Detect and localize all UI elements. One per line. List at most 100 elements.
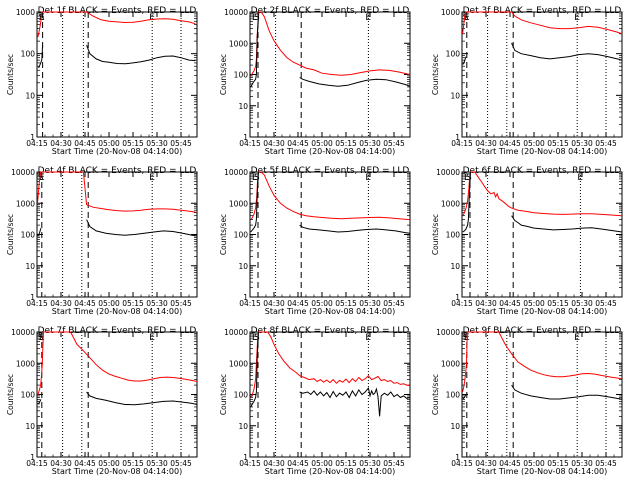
y-tick-label: 1000 — [441, 8, 460, 17]
x-tick-label: 05:30 — [359, 459, 381, 468]
x-tick-label: 05:45 — [595, 299, 617, 308]
x-tick-label: 05:45 — [170, 459, 192, 468]
y-tick-label: 10 — [450, 262, 460, 271]
lld-series-line — [462, 11, 622, 35]
plot-frame — [249, 171, 411, 298]
x-tick-label: 04:30 — [263, 139, 285, 148]
marker-label-e: E — [574, 333, 580, 343]
panel-title: Det 5f BLACK = Events, RED = LLD — [251, 166, 410, 176]
detector-panel: Det 3f BLACK = Events, RED = LLD 1 10 100 10… — [431, 6, 623, 156]
marker-label-e: E — [149, 333, 155, 343]
plot-frame — [461, 331, 623, 458]
marker-label-e: E — [39, 13, 45, 23]
x-tick-label: 05:30 — [571, 299, 593, 308]
y-tick-label: 1 — [243, 453, 248, 462]
x-tick-label: 04:15 — [451, 139, 473, 148]
marker-label-s: S — [38, 173, 44, 183]
panel-title: Det 1f BLACK = Events, RED = LLD — [38, 6, 197, 16]
y-tick-label: 100 — [234, 231, 249, 240]
x-tick-label: 05:45 — [595, 139, 617, 148]
plot-frame — [36, 11, 198, 138]
events-series-line — [37, 391, 197, 406]
x-tick-label: 05:30 — [359, 139, 381, 148]
x-tick-label: 04:45 — [287, 299, 309, 308]
y-axis-label: Counts/sec — [431, 374, 440, 415]
x-tick-label: 05:45 — [170, 139, 192, 148]
y-tick-label: 10 — [25, 422, 35, 431]
marker-label-e: E — [39, 333, 45, 343]
x-axis-label: Start Time (20-Nov-08 04:14:00) — [477, 307, 607, 316]
lld-series-line — [250, 171, 410, 221]
x-tick-label: 05:00 — [311, 459, 333, 468]
y-tick-label: 10 — [25, 91, 35, 100]
x-tick-label: 05:00 — [98, 139, 120, 148]
x-axis-label: Start Time (20-Nov-08 04:14:00) — [265, 147, 395, 156]
y-axis-label: Counts/sec — [219, 214, 228, 255]
x-tick-label: 05:15 — [335, 299, 357, 308]
x-tick-label: 04:30 — [263, 459, 285, 468]
x-tick-label: 05:45 — [383, 299, 405, 308]
detector-panel: Det 7f BLACK = Events, RED = LLD 1 10 100 10… — [6, 326, 198, 476]
y-tick-label: 1000 — [441, 199, 460, 208]
lld-series-line — [37, 11, 196, 38]
marker-label-e: E — [365, 13, 371, 23]
y-axis-label: Counts/sec — [219, 54, 228, 95]
x-tick-label: 05:00 — [311, 299, 333, 308]
marker-label-e: E — [577, 173, 583, 183]
events-series-line — [250, 171, 410, 234]
y-tick-label: 10000 — [11, 328, 35, 337]
x-tick-label: 04:45 — [287, 139, 309, 148]
lld-series-line — [250, 11, 410, 77]
y-tick-label: 1000 — [229, 199, 248, 208]
x-tick-label: 05:15 — [547, 459, 569, 468]
x-tick-label: 04:45 — [74, 459, 96, 468]
y-tick-label: 1 — [30, 133, 35, 142]
marker-label-e: E — [149, 13, 155, 23]
events-series-line — [38, 45, 196, 69]
x-tick-label: 05:00 — [523, 139, 545, 148]
x-tick-label: 04:30 — [475, 459, 497, 468]
y-tick-label: 1000 — [229, 39, 248, 48]
x-tick-label: 05:15 — [122, 459, 144, 468]
panel-title: Det 2f BLACK = Events, RED = LLD — [251, 6, 410, 16]
events-series-line — [462, 42, 622, 65]
y-tick-label: 1 — [243, 133, 248, 142]
x-tick-label: 04:15 — [239, 459, 261, 468]
x-tick-label: 04:15 — [26, 459, 48, 468]
y-tick-label: 1000 — [441, 359, 460, 368]
x-tick-label: 04:45 — [287, 459, 309, 468]
x-axis-label: Start Time (20-Nov-08 04:14:00) — [477, 147, 607, 156]
marker-label-s: S — [254, 333, 260, 343]
x-tick-label: 05:30 — [146, 299, 168, 308]
x-tick-label: 05:30 — [571, 139, 593, 148]
x-tick-label: 05:30 — [146, 459, 168, 468]
x-tick-label: 04:45 — [499, 459, 521, 468]
x-tick-label: 04:15 — [239, 299, 261, 308]
x-tick-label: 04:30 — [475, 139, 497, 148]
y-axis-label: Counts/sec — [6, 214, 15, 255]
events-series-line — [250, 11, 410, 88]
detector-panel: Det 2f BLACK = Events, RED = LLD 1 10 100 10… — [219, 6, 411, 156]
x-axis-label: Start Time (20-Nov-08 04:14:00) — [265, 467, 395, 476]
x-tick-label: 04:15 — [239, 139, 261, 148]
x-tick-label: 05:15 — [122, 139, 144, 148]
marker-label-s: S — [463, 13, 469, 23]
x-tick-label: 05:15 — [335, 139, 357, 148]
marker-label-e: E — [149, 173, 155, 183]
marker-label-s: S — [463, 333, 469, 343]
y-tick-label: 10 — [25, 262, 35, 271]
x-tick-label: 04:15 — [451, 459, 473, 468]
y-tick-label: 10 — [450, 422, 460, 431]
detector-panel: Det 6f BLACK = Events, RED = LLD 1 10 100 10… — [431, 166, 623, 316]
x-tick-label: 05:30 — [146, 139, 168, 148]
x-axis-label: Start Time (20-Nov-08 04:14:00) — [52, 147, 182, 156]
y-axis-label: Counts/sec — [6, 374, 15, 415]
lld-series-line — [462, 171, 622, 217]
y-tick-label: 100 — [21, 50, 36, 59]
y-axis-label: Counts/sec — [431, 214, 440, 255]
x-tick-label: 05:00 — [311, 139, 333, 148]
y-tick-label: 100 — [21, 231, 36, 240]
x-tick-label: 05:00 — [523, 299, 545, 308]
y-tick-label: 1000 — [16, 199, 35, 208]
